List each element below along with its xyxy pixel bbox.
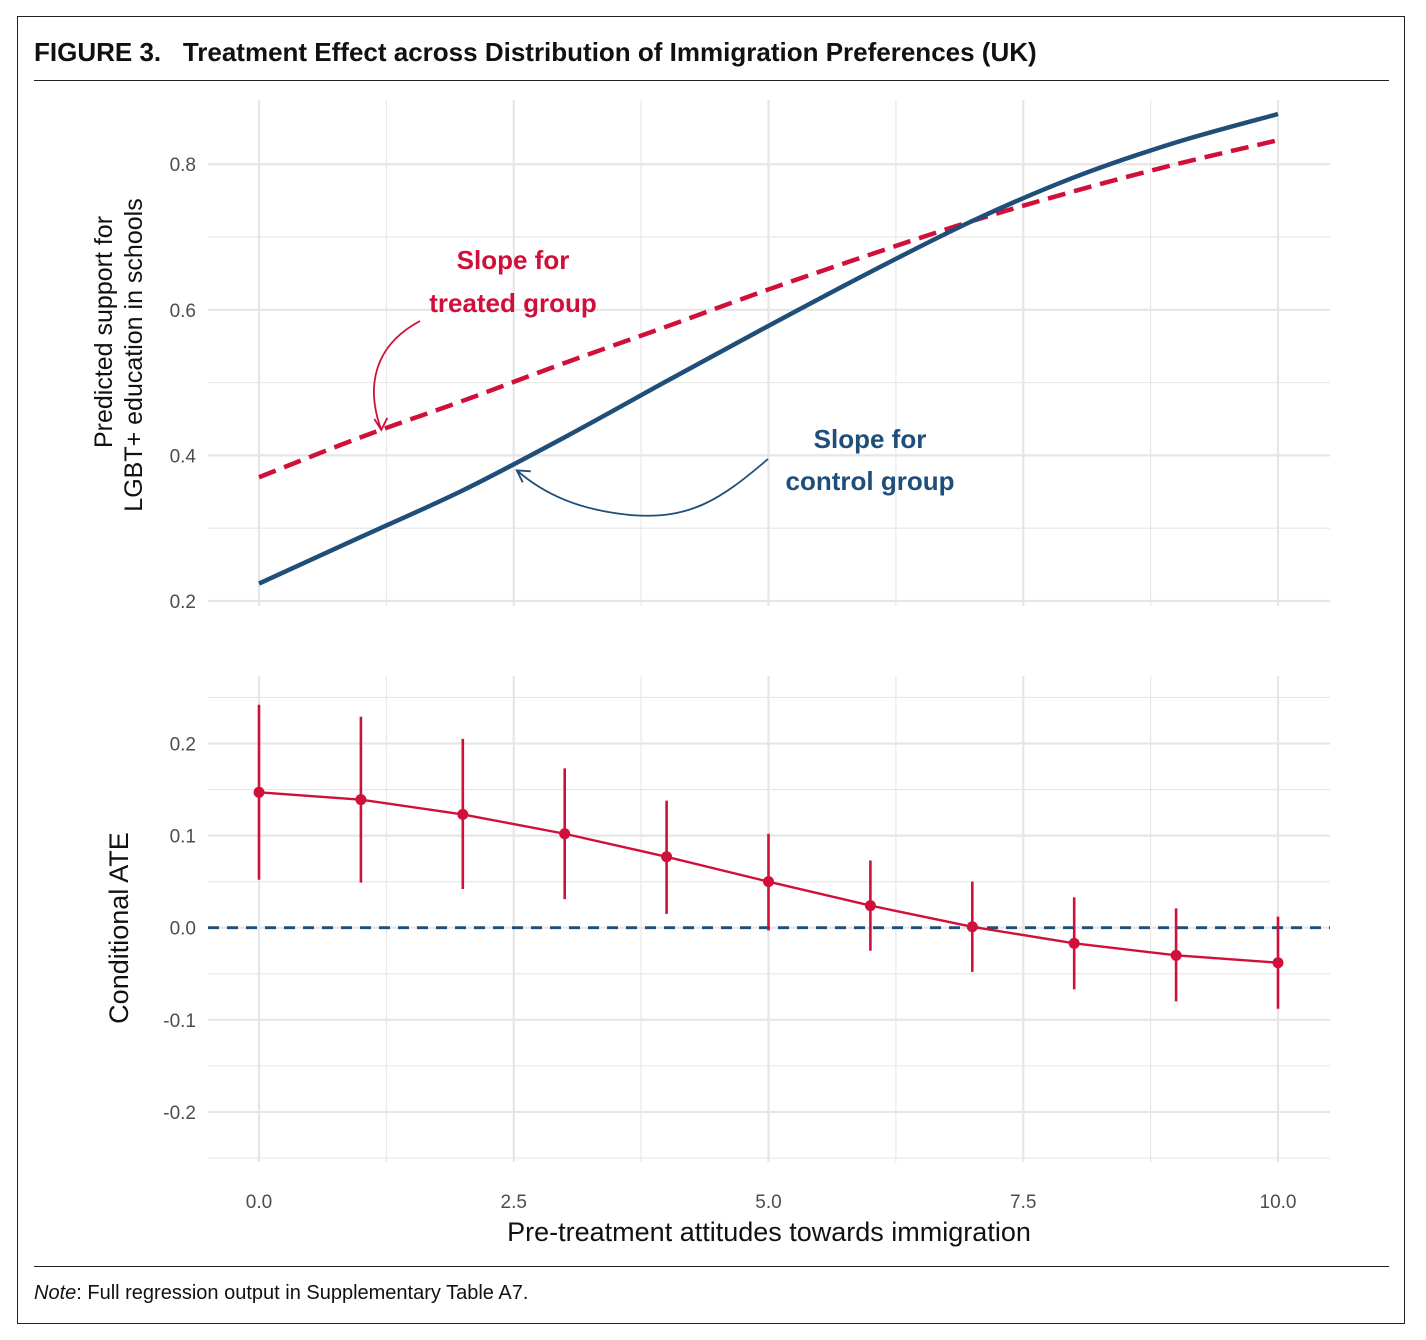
x-tick-label: 10.0	[1260, 1192, 1297, 1213]
x-tick-label: 5.0	[755, 1192, 781, 1213]
top-y-tick-label: 0.4	[170, 446, 197, 467]
title-rule	[34, 80, 1389, 81]
bottom-y-tick-label: -0.1	[163, 1011, 196, 1032]
control-arrow-head	[515, 469, 531, 483]
control-annotation-line2: control group	[786, 466, 955, 496]
top-y-tick-label: 0.2	[170, 592, 196, 613]
figure-title: FIGURE 3. Treatment Effect across Distri…	[34, 37, 1037, 68]
bottom-y-tick-label: 0.2	[170, 734, 196, 755]
figure-note: Note: Full regression output in Suppleme…	[34, 1282, 528, 1305]
control-annotation-line1: Slope for	[814, 424, 927, 454]
note-label: Note	[34, 1282, 77, 1304]
ate-point	[253, 786, 265, 798]
treated-annotation-arrow	[373, 320, 421, 431]
top-y-axis-label-line2: LGBT+ education in schools	[120, 198, 148, 511]
bottom-panel: -0.2 -0.1 0.0 0.1 0.2 0.0 2.5 5.0 7.5 10.0	[163, 676, 1330, 1213]
top-y-axis-label-line1: Predicted support for	[90, 216, 118, 448]
ate-point	[559, 828, 571, 840]
treated-arrow-head	[373, 417, 389, 432]
treated-annotation-line2: treated group	[429, 288, 597, 318]
ate-point	[1272, 957, 1284, 969]
figure-title-text: Treatment Effect across Distribution of …	[182, 37, 1037, 67]
ate-point	[457, 808, 469, 820]
ate-point	[763, 876, 774, 888]
top-y-tick-label: 0.6	[170, 301, 196, 322]
ate-point	[1170, 949, 1182, 961]
note-text: : Full regression output in Supplementar…	[76, 1282, 529, 1304]
x-tick-label: 2.5	[501, 1192, 527, 1213]
top-y-tick-label: 0.8	[170, 155, 196, 176]
bottom-y-tick-label: 0.1	[170, 827, 196, 848]
x-tick-label: 0.0	[246, 1192, 272, 1213]
bottom-y-tick-label: -0.2	[163, 1103, 196, 1124]
x-axis-label: Pre-treatment attitudes towards immigrat…	[507, 1217, 1031, 1247]
figure-frame: FIGURE 3. Treatment Effect across Distri…	[17, 16, 1405, 1324]
treated-annotation-line1: Slope for	[457, 245, 570, 275]
ate-point	[1068, 937, 1080, 949]
axis-labels: Predicted support for LGBT+ education in …	[90, 198, 1031, 1247]
ate-point	[966, 921, 978, 933]
x-tick-label: 7.5	[1010, 1192, 1036, 1213]
ate-point	[864, 900, 876, 912]
note-rule	[34, 1266, 1389, 1267]
ate-point	[355, 794, 367, 806]
top-panel: 0.2 0.4 0.6 0.8 Slope for treated group Slope …	[170, 100, 1330, 613]
bottom-y-axis-label: Conditional ATE	[104, 832, 134, 1024]
bottom-y-tick-label: 0.0	[170, 919, 196, 940]
treated-slope-line	[258, 138, 1279, 480]
ate-point	[661, 851, 673, 863]
control-slope-line	[258, 111, 1279, 586]
figure-label: FIGURE 3.	[34, 37, 162, 67]
control-annotation-arrow	[516, 458, 769, 517]
